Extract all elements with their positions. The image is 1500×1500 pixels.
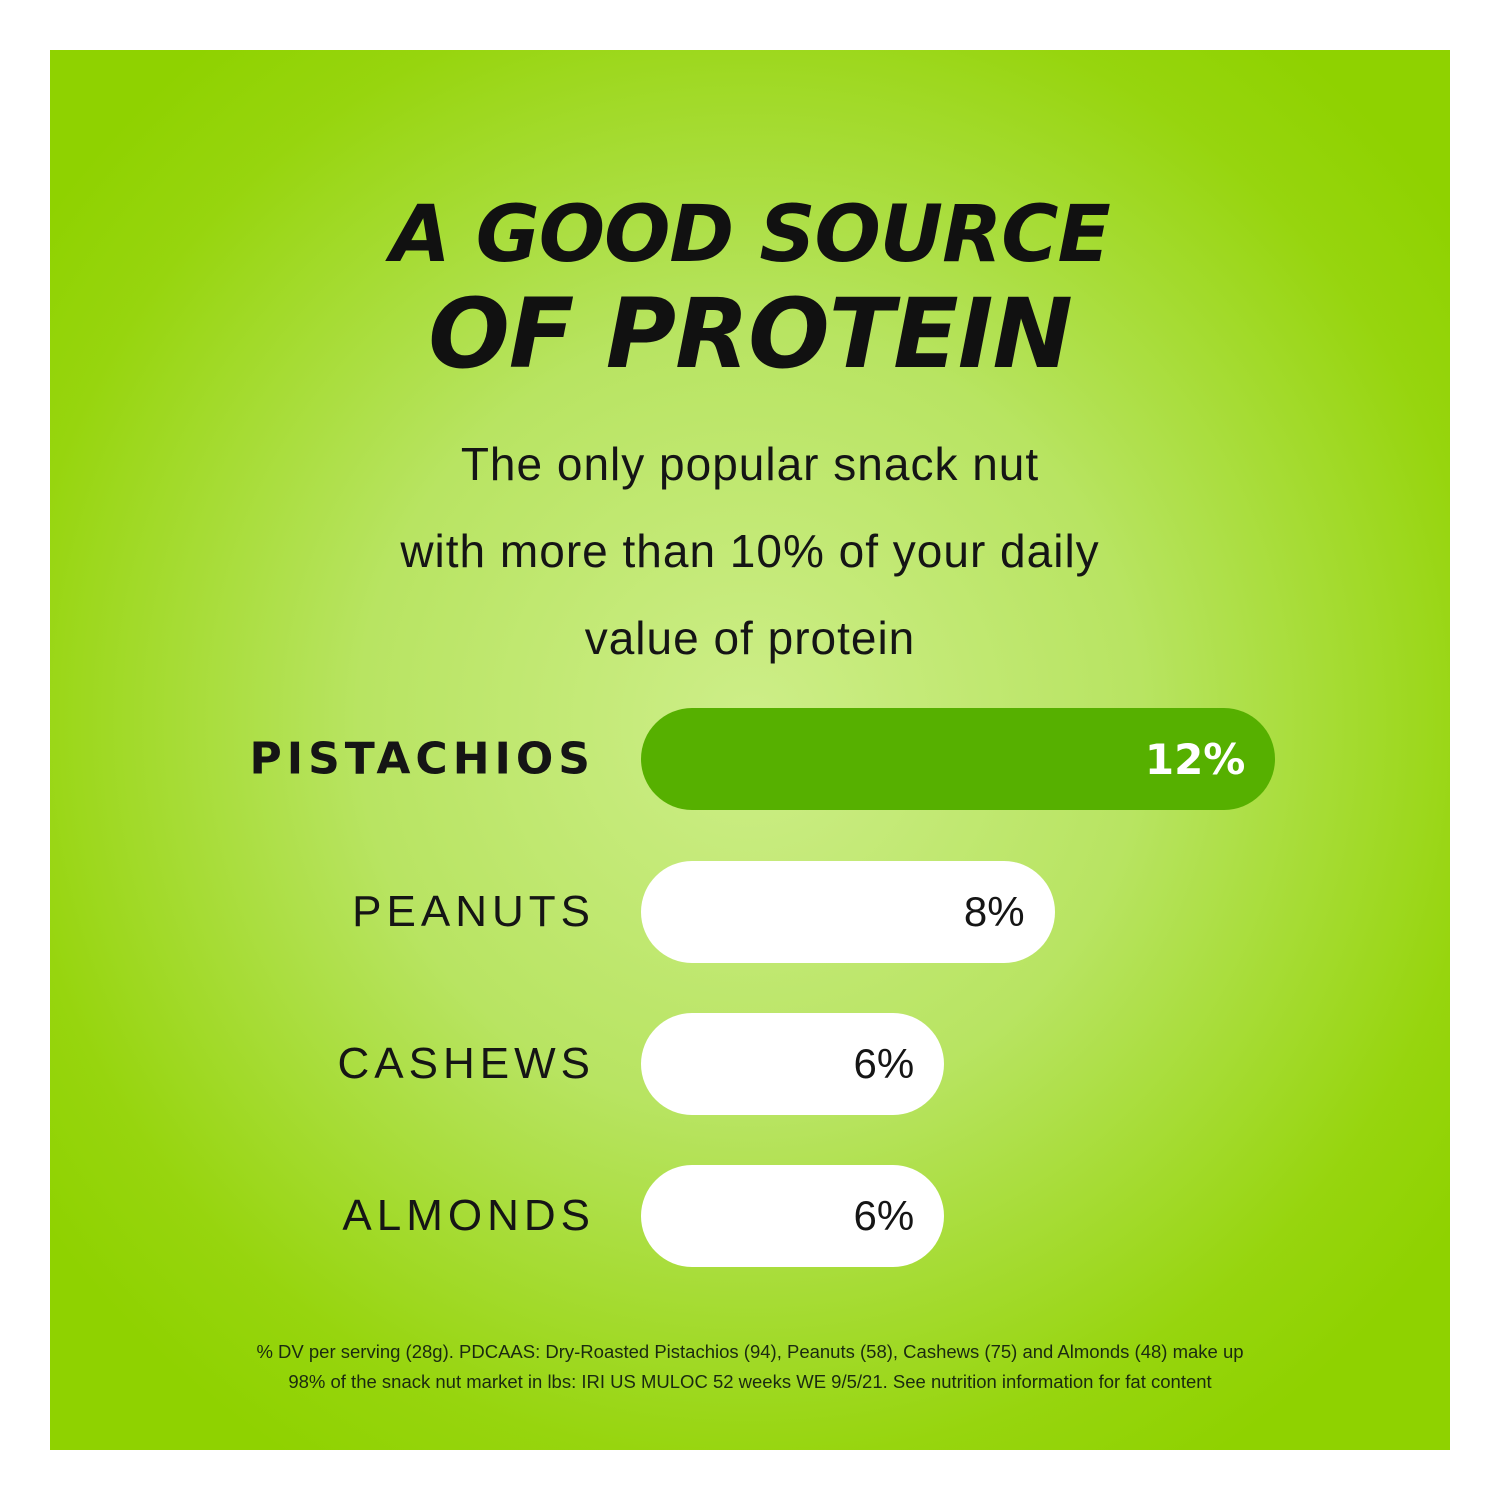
category-label-peanuts: PEANUTS [352, 887, 595, 936]
bar-almonds: 6% [641, 1165, 945, 1267]
subtitle-line-3: value of protein [584, 612, 916, 664]
subtitle-line-2: with more than 10% of your daily [400, 525, 1100, 577]
subtitle-line-1: The only popular snack nut [460, 438, 1040, 490]
bar-cashews: 6% [641, 1013, 945, 1115]
bar-peanuts: 8% [641, 861, 1055, 963]
bar-pistachios: 12% [641, 708, 1276, 810]
title-line-1: A GOOD SOURCE [390, 190, 1110, 280]
category-label-cashews: CASHEWS [337, 1039, 595, 1088]
data-label-almonds: 6% [853, 1192, 915, 1239]
footnote-line-1: % DV per serving (28g). PDCAAS: Dry-Roas… [256, 1341, 1244, 1362]
data-label-peanuts: 8% [963, 888, 1025, 935]
footnote: % DV per serving (28g). PDCAAS: Dry-Roas… [50, 1337, 1450, 1397]
data-label-pistachios: 12% [1144, 734, 1246, 784]
category-label-almonds: ALMONDS [342, 1191, 595, 1240]
title-line-2: OF PROTEIN [428, 278, 1073, 390]
category-label-pistachios: PISTACHIOS [249, 733, 595, 785]
infographic-panel: A GOOD SOURCE OF PROTEIN The only popula… [50, 50, 1450, 1450]
data-label-cashews: 6% [853, 1040, 915, 1087]
footnote-line-2: 98% of the snack nut market in lbs: IRI … [288, 1371, 1212, 1392]
